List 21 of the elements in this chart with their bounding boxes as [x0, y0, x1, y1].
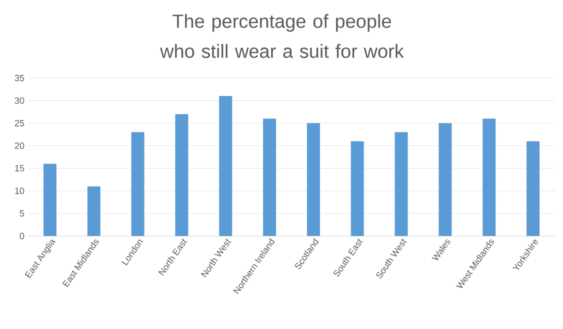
- bar: [482, 118, 496, 236]
- bar: [394, 132, 408, 236]
- bar: [175, 114, 188, 236]
- y-tick-label: 25: [14, 120, 24, 126]
- y-tick-label: 30: [14, 97, 24, 104]
- bar: [87, 186, 100, 236]
- bar: [526, 141, 540, 236]
- bar: [131, 132, 144, 236]
- y-tick-label: 0: [20, 232, 24, 240]
- chart-title: The percentage of people who still wear a suit for work: [160, 14, 404, 58]
- bar: [43, 164, 56, 236]
- bar: [350, 141, 364, 236]
- y-tick-label: 10: [15, 188, 24, 194]
- bar: [263, 118, 276, 236]
- y-tick-label: 20: [14, 142, 24, 149]
- y-tick-label: 35: [14, 74, 24, 82]
- y-tick-label: 5: [20, 210, 24, 217]
- y-tick-label: 15: [15, 165, 24, 172]
- bar: [219, 96, 232, 236]
- bar: [438, 123, 452, 236]
- bar: [306, 123, 320, 236]
